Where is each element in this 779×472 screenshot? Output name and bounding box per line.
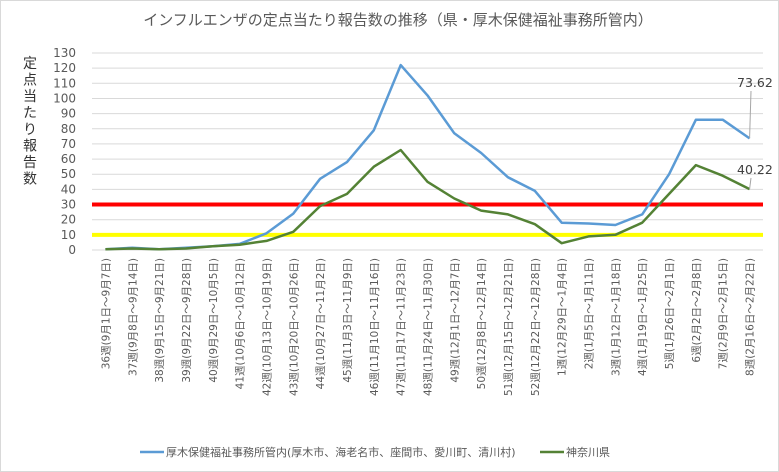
y-axis-label-char: 当: [23, 89, 37, 105]
x-tick-label: 3週(1月12日～1月18日): [610, 258, 622, 376]
x-tick-label: 51週(12月15日～12月21日): [503, 258, 515, 396]
y-tick-label: 0: [68, 243, 76, 257]
x-tick-label: 52週(12月22日～12月28日): [530, 258, 542, 396]
y-tick-label: 50: [61, 167, 76, 181]
x-tick-label: 36週(9月1日～9月7日): [100, 258, 112, 369]
x-tick-label: 45週(11月3日～11月9日): [342, 258, 354, 383]
x-tick-label: 49週(12月1日～12月7日): [449, 258, 461, 383]
x-tick-label: 39週(9月22日～9月28日): [181, 258, 193, 383]
legend-label: 厚木保健福祉事務所管内(厚木市、海老名市、座間市、愛川町、清川村): [166, 445, 516, 459]
y-axis-label-char: 数: [23, 172, 37, 188]
x-tick-label: 50週(12月8日～12月14日): [476, 258, 488, 389]
y-tick-label: 120: [53, 61, 76, 75]
legend-label: 神奈川県: [566, 445, 610, 459]
data-label-leader: [749, 90, 752, 139]
y-tick-label: 30: [61, 198, 76, 212]
x-tick-label: 40週(9月29日～10月5日): [208, 258, 220, 383]
x-tick-label: 42週(10月13日～10月19日): [261, 258, 273, 396]
data-label: 40.22: [737, 162, 773, 177]
chart-title: インフルエンザの定点当たり報告数の推移（県・厚木保健福祉事務所管内）: [143, 11, 653, 29]
y-tick-label: 10: [61, 228, 76, 242]
y-tick-label: 20: [61, 213, 76, 227]
y-axis-label-char: 告: [23, 155, 37, 171]
series-line-1: [105, 148, 751, 251]
y-tick-label: 80: [61, 122, 76, 136]
y-axis-label: 定点当たり報告数: [23, 56, 37, 188]
x-tick-label: 41週(10月6日～10月12日): [235, 258, 247, 389]
y-axis-label-char: 点: [23, 73, 37, 89]
y-tick-label: 110: [53, 76, 76, 90]
x-tick-label: 37週(9月8日～9月14日): [127, 258, 139, 376]
x-tick-label: 6週(2月2日～2月8日): [691, 258, 703, 363]
x-tick-label: 48週(11月24日～11月30日): [423, 258, 435, 396]
y-axis-label-char: 報: [23, 139, 37, 155]
y-tick-label: 100: [53, 91, 76, 105]
x-tick-label: 1週(12月29日～1月4日): [557, 258, 569, 376]
y-tick-label: 40: [61, 182, 76, 196]
y-tick-label: 90: [61, 107, 76, 121]
y-tick-label: 70: [61, 137, 76, 151]
x-tick-label: 47週(11月17日～11月23日): [396, 258, 408, 396]
data-label-leader: [749, 177, 752, 190]
x-tick-label: 44週(10月27日～11月2日): [315, 258, 327, 389]
x-tick-label: 38週(9月15日～9月21日): [154, 258, 166, 383]
legend: 厚木保健福祉事務所管内(厚木市、海老名市、座間市、愛川町、清川村) 神奈川県: [140, 445, 610, 459]
x-tick-label: 46週(11月10日～11月16日): [369, 258, 381, 396]
y-axis-label-char: た: [23, 106, 37, 122]
x-tick-label: 43週(10月20日～10月26日): [288, 258, 300, 396]
y-axis-label-char: 定: [23, 56, 37, 72]
data-label: 73.62: [737, 75, 773, 90]
x-tick-label: 4週(1月19日～1月25日): [637, 258, 649, 376]
y-tick-label: 130: [53, 46, 76, 60]
y-tick-label: 60: [61, 152, 76, 166]
x-tick-label: 7週(2月9日～2月15日): [718, 258, 730, 369]
x-tick-label: 5週(1月26日～2月1日): [664, 258, 676, 369]
x-tick-label: 2週(1月5日～1月11日): [584, 258, 596, 369]
x-tick-label: 8週(2月16日～2月22日): [745, 258, 757, 376]
y-axis-label-char: り: [23, 122, 37, 138]
